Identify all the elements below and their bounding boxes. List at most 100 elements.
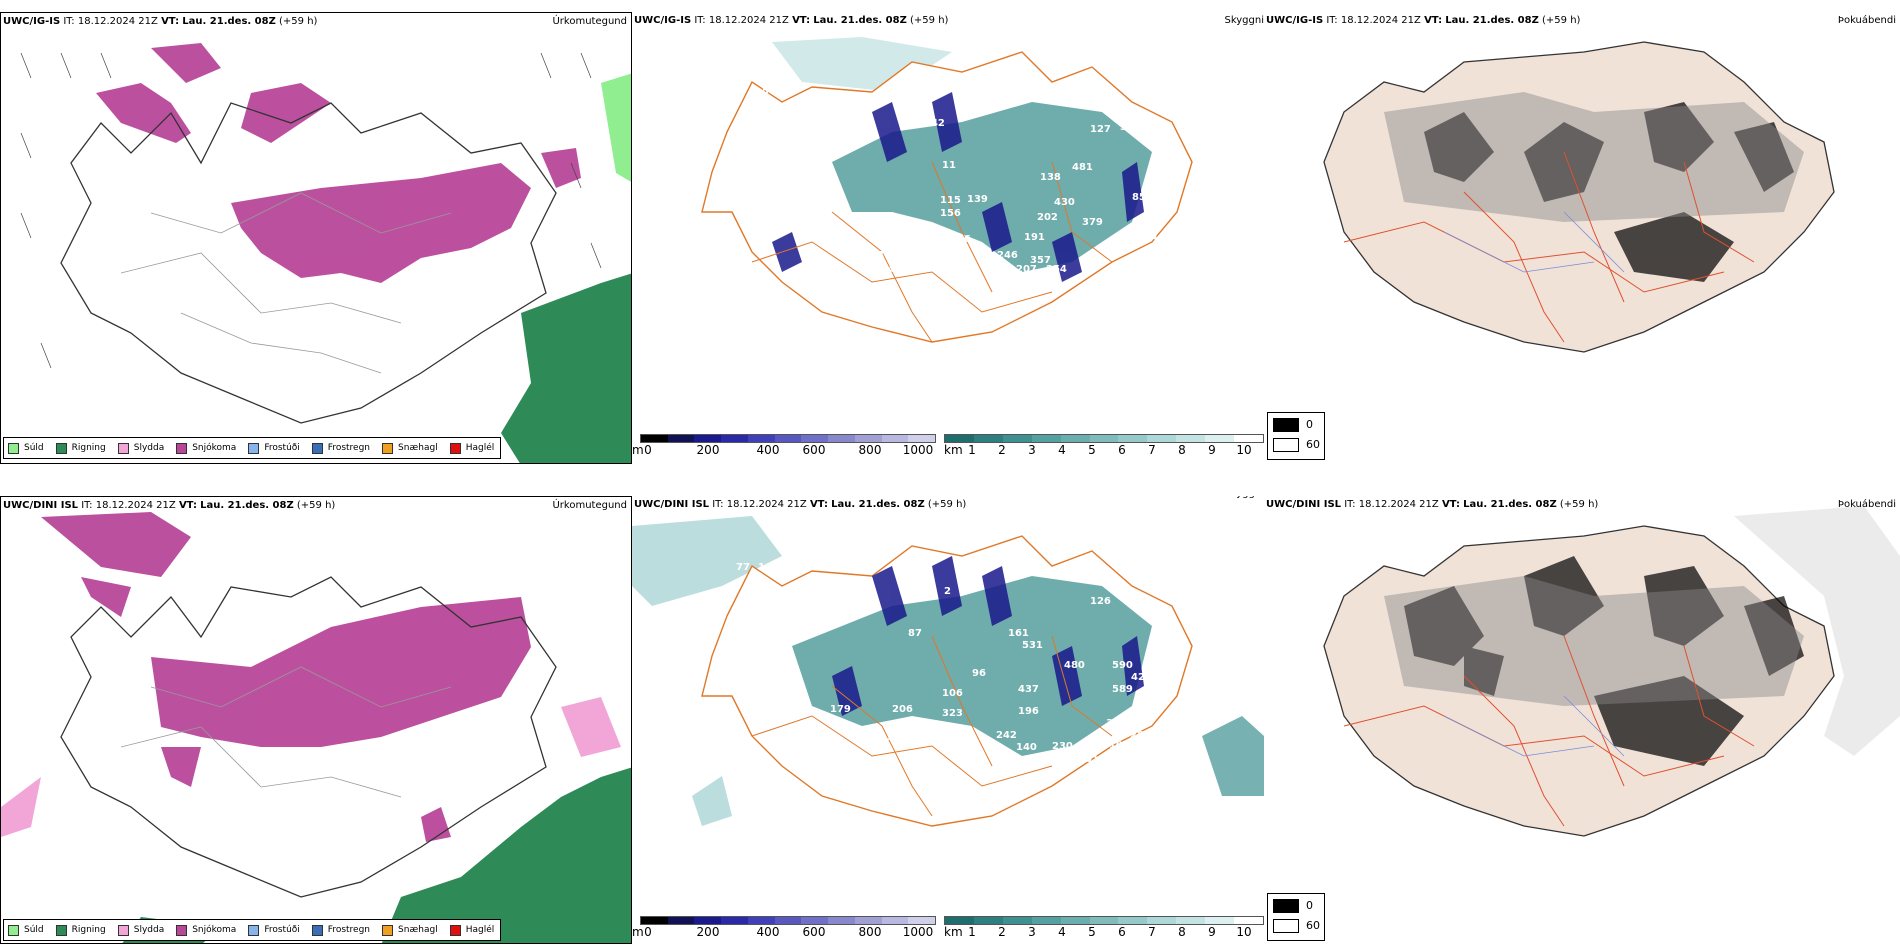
- fog-map-bottom: [1323, 506, 1900, 837]
- label: 281: [1130, 730, 1151, 741]
- label: 106: [942, 688, 963, 699]
- fog-legend-bottom: 0 60: [1267, 893, 1325, 941]
- header-bottom-fog: UWC/DINI ISL IT: 18.12.2024 21Z VT: Lau.…: [1266, 499, 1599, 510]
- tick: 9: [1208, 925, 1216, 939]
- panel-title-precip-top: Úrkomutegund: [552, 16, 627, 27]
- panel-title-precip-bottom: Úrkomutegund: [552, 500, 627, 511]
- cloud-map-bottom: [632, 516, 1264, 827]
- tick: 10: [1236, 443, 1252, 457]
- tick: 600: [802, 443, 826, 457]
- label: 340: [1092, 277, 1113, 288]
- precip-legend-top: Súld Rigning Slydda Snjókoma Frostúði Fr…: [3, 437, 502, 459]
- label: 242: [924, 118, 945, 129]
- label: 303: [1106, 718, 1127, 729]
- ceiling-unit: m: [632, 443, 644, 457]
- tick: 3: [1028, 443, 1036, 457]
- label: 437: [1018, 684, 1039, 695]
- header-top-precip: UWC/IG-IS IT: 18.12.2024 21Z VT: Lau. 21…: [3, 16, 318, 27]
- label: 254: [1046, 264, 1067, 275]
- tick: 5: [1088, 925, 1096, 939]
- label: 103: [854, 758, 875, 769]
- legend-item: Súld: [8, 924, 44, 936]
- ceiling-colorbar-bottom: m 0 200 400 600 800 1000: [632, 916, 936, 942]
- tick: 8: [1178, 443, 1186, 457]
- label: 531: [1022, 640, 1043, 651]
- fog-legend-low: 0: [1306, 418, 1313, 431]
- precip-map-top: [20, 43, 631, 463]
- label: 2: [944, 586, 951, 597]
- tick: 8: [1178, 925, 1186, 939]
- legend-item: Slydda: [117, 924, 164, 936]
- legend-item: Frostúði: [248, 442, 300, 454]
- label: 138: [1040, 172, 1061, 183]
- legend-item: Snæhagl: [382, 924, 438, 936]
- label: 96: [972, 668, 986, 679]
- label: 578: [762, 86, 783, 97]
- tick: 800: [858, 925, 882, 939]
- label: 204: [1137, 232, 1158, 243]
- tick: 7: [1148, 443, 1156, 457]
- label: 277: [1112, 267, 1133, 278]
- fog-panel-top: UWC/IG-IS IT: 18.12.2024 21Z VT: Lau. 21…: [1264, 12, 1900, 464]
- label: 480: [1064, 660, 1085, 671]
- label: 191: [1024, 232, 1045, 243]
- precip-panel-top: UWC/IG-IS IT: 18.12.2024 21Z VT: Lau. 21…: [0, 12, 632, 464]
- header-top-cloud: UWC/IG-IS IT: 18.12.2024 21Z VT: Lau. 21…: [634, 15, 949, 26]
- label: 156: [940, 208, 961, 219]
- visibility-colorbar-top: km 1 2 3 4 5 6 7 8 9 10: [944, 434, 1264, 460]
- tick: 4: [1058, 443, 1066, 457]
- label: 590: [1112, 660, 1133, 671]
- tick: 800: [858, 443, 882, 457]
- precip-panel-bottom: UWC/DINI ISL IT: 18.12.2024 21Z VT: Lau.…: [0, 496, 632, 944]
- tick: 1: [968, 925, 976, 939]
- label: 230: [1052, 741, 1073, 752]
- tick: 0: [644, 443, 652, 457]
- label: 231: [1136, 696, 1157, 707]
- tick: 200: [696, 925, 720, 939]
- label: 87: [908, 628, 922, 639]
- precip-map-bottom: [1, 512, 631, 943]
- label: 210: [1102, 740, 1123, 751]
- tick: 1000: [902, 925, 934, 939]
- legend-item: Snæhagl: [382, 442, 438, 454]
- tick: 2: [998, 443, 1006, 457]
- label: 30: [1120, 122, 1134, 133]
- label: 323: [942, 708, 963, 719]
- legend-item: Snjókoma: [176, 924, 236, 936]
- label: 481: [1072, 162, 1093, 173]
- legend-item: Frostregn: [311, 442, 370, 454]
- label: 115: [940, 195, 961, 206]
- tick: 6: [1118, 443, 1126, 457]
- legend-item: Súld: [8, 442, 44, 454]
- label: 426: [1131, 672, 1152, 683]
- legend-item: Frostregn: [311, 924, 370, 936]
- label: 140: [1016, 742, 1037, 753]
- panel-title-cloud-bottom: Skyggni: [1224, 496, 1264, 499]
- label: 246: [997, 250, 1018, 261]
- label: 207: [1016, 264, 1037, 275]
- tick: 200: [696, 443, 720, 457]
- ceiling-colorbar-top: m 0 200 400 600 800 1000: [632, 434, 936, 460]
- label: 289: [1107, 237, 1128, 248]
- tick: 2: [998, 925, 1006, 939]
- label: 156: [880, 732, 901, 743]
- panel-title-fog-top: Þokuábendi: [1837, 15, 1896, 26]
- label: 176: [950, 234, 971, 245]
- label: 242: [996, 730, 1017, 741]
- header-top-fog: UWC/IG-IS IT: 18.12.2024 21Z VT: Lau. 21…: [1266, 15, 1581, 26]
- fog-legend-low: 0: [1306, 899, 1313, 912]
- legend-item: Rigning: [55, 442, 106, 454]
- label: 127: [1090, 124, 1111, 135]
- tick: 10: [1236, 925, 1252, 939]
- label: 98: [870, 250, 884, 261]
- tick: 4: [1058, 925, 1066, 939]
- label: 161: [1008, 628, 1029, 639]
- tick: 5: [1088, 443, 1096, 457]
- tick: 6: [1118, 925, 1126, 939]
- legend-item: Frostúði: [248, 924, 300, 936]
- visibility-colorbar-bottom: km 1 2 3 4 5 6 7 8 9 10: [944, 916, 1264, 942]
- legend-item: Snjókoma: [176, 442, 236, 454]
- tick: 0: [644, 925, 652, 939]
- cloud-panel-top: 578 124 242 11 127 30 481 138 430 202 37…: [632, 12, 1264, 464]
- legend-item: Haglél: [449, 924, 494, 936]
